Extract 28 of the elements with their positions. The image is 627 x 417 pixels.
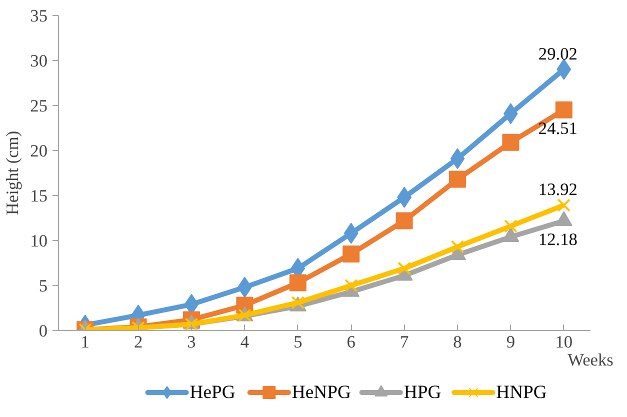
x-tick-label: 9: [506, 332, 516, 352]
y-tick-label: 35: [30, 6, 48, 26]
x-tick-label: 10: [555, 332, 573, 352]
x-axis-title: Weeks: [568, 350, 614, 370]
x-tick-label: 4: [240, 332, 250, 352]
y-tick-label: 5: [38, 276, 48, 296]
data-label: 29.02: [538, 44, 578, 64]
x-tick-label: 2: [134, 332, 143, 352]
legend-label: HeNPG: [292, 382, 351, 403]
x-tick-label: 8: [453, 332, 462, 352]
y-tick-label: 10: [30, 232, 48, 250]
x-tick-label: 7: [400, 332, 409, 352]
x-tick-label: 1: [80, 332, 90, 352]
legend-label: HNPG: [496, 382, 547, 403]
y-tick-label: 30: [30, 52, 48, 70]
y-tick-label: 20: [30, 142, 48, 160]
x-tick-label: 6: [346, 332, 356, 352]
data-label: 24.51: [538, 118, 578, 138]
x-tick-label: 3: [187, 332, 196, 352]
y-axis-title: Height (cm): [3, 130, 22, 216]
data-label: 12.18: [538, 230, 578, 249]
legend-label: HPG: [404, 382, 442, 403]
y-tick-label: 25: [30, 96, 48, 116]
x-tick-label: 5: [294, 332, 302, 352]
y-tick-label: 15: [30, 186, 48, 206]
legend-label: HePG: [190, 382, 236, 403]
data-label: 13.92: [538, 180, 578, 200]
y-tick-label: 0: [38, 322, 48, 340]
